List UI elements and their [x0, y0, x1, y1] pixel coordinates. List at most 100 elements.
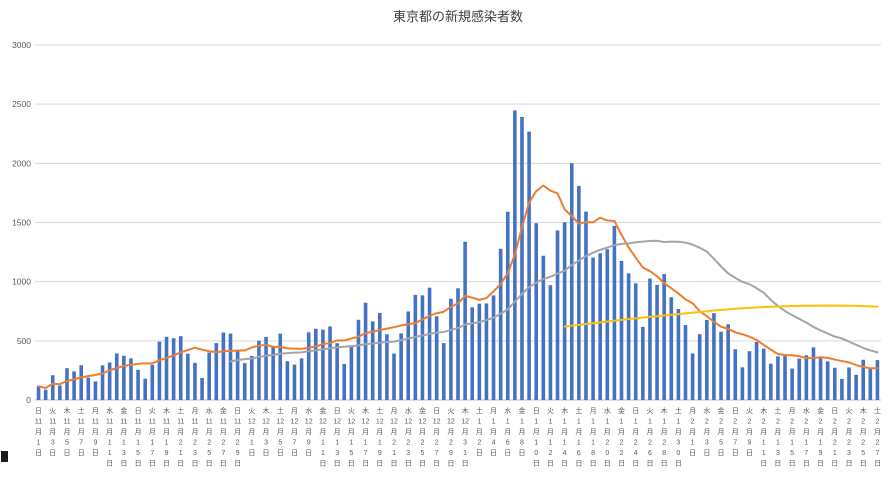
bar[interactable]	[72, 371, 76, 400]
x-tick-label[interactable]: 11	[163, 419, 170, 426]
bar[interactable]	[470, 307, 475, 400]
bar[interactable]	[569, 163, 574, 400]
bar[interactable]	[299, 358, 304, 400]
bar[interactable]	[456, 288, 460, 400]
x-tick-label[interactable]: 5	[421, 450, 425, 457]
bar[interactable]	[413, 294, 418, 400]
x-tick-label[interactable]: 6	[506, 440, 510, 447]
x-tick-label[interactable]: 月	[277, 428, 284, 436]
x-tick-label[interactable]: 月	[63, 428, 70, 436]
x-tick-label[interactable]: 土	[675, 406, 682, 415]
bar[interactable]	[776, 356, 780, 400]
x-tick-label[interactable]: 1	[534, 440, 538, 447]
bar[interactable]	[164, 336, 169, 400]
bar[interactable]	[484, 303, 489, 400]
x-tick-label[interactable]: 月	[590, 428, 597, 436]
bar[interactable]	[207, 352, 211, 400]
x-tick-label[interactable]: 8	[520, 440, 524, 447]
x-tick-label[interactable]: 日	[135, 407, 142, 415]
bar[interactable]	[505, 211, 510, 400]
x-tick-label[interactable]: 1	[591, 440, 595, 447]
bar[interactable]	[712, 313, 716, 400]
x-tick-label[interactable]: 1	[804, 440, 808, 447]
x-tick-label[interactable]: 11	[35, 419, 42, 426]
x-tick-label[interactable]: 月	[35, 428, 42, 436]
bar[interactable]	[584, 211, 588, 400]
x-tick-label[interactable]: 1	[776, 440, 780, 447]
x-tick-label[interactable]: 1	[605, 419, 609, 426]
x-tick-label[interactable]: 火	[547, 407, 554, 415]
bar[interactable]	[619, 260, 624, 400]
x-tick-label[interactable]: 月	[405, 428, 412, 436]
bar[interactable]	[86, 377, 91, 400]
x-tick-label[interactable]: 1	[321, 450, 325, 457]
x-tick-label[interactable]: 9	[378, 450, 382, 457]
x-tick-label[interactable]: 土	[277, 406, 284, 415]
x-tick-label[interactable]: 9	[819, 450, 823, 457]
x-tick-label[interactable]: 11	[120, 419, 127, 426]
bar[interactable]	[705, 320, 709, 400]
x-tick-label[interactable]: 木	[760, 406, 767, 415]
x-tick-label[interactable]: 7	[364, 450, 368, 457]
bar[interactable]	[797, 358, 802, 400]
x-tick-label[interactable]: 日	[405, 460, 412, 468]
x-tick-label[interactable]: 1	[648, 419, 652, 426]
x-tick-label[interactable]: 月	[831, 428, 838, 436]
bar-series[interactable]	[36, 110, 880, 401]
x-tick-label[interactable]: 3	[193, 450, 197, 457]
bar[interactable]	[129, 358, 133, 400]
x-tick-label[interactable]: 4	[492, 440, 496, 447]
bar[interactable]	[349, 345, 354, 400]
x-tick-label[interactable]: 1	[790, 440, 794, 447]
bar[interactable]	[875, 360, 880, 400]
x-tick-label[interactable]: 日	[391, 460, 398, 468]
x-tick-label[interactable]: 1	[378, 440, 382, 447]
x-tick-label[interactable]: 日	[234, 460, 241, 468]
y-tick-label[interactable]: 1000	[12, 277, 31, 287]
x-tick-label[interactable]: 5	[790, 450, 794, 457]
x-tick-label[interactable]: 金	[220, 406, 227, 415]
bar[interactable]	[150, 364, 155, 400]
x-tick-label[interactable]: 火	[447, 407, 454, 415]
x-tick-label[interactable]: 日	[35, 407, 42, 415]
x-tick-label[interactable]: 日	[263, 449, 270, 457]
x-tick-label[interactable]: 日	[689, 449, 696, 457]
x-tick-label[interactable]: 月	[689, 428, 696, 436]
bar[interactable]	[406, 311, 411, 400]
x-tick-label[interactable]: 金	[817, 406, 824, 415]
x-tick-label[interactable]: 日	[590, 460, 597, 468]
x-tick-label[interactable]: 月	[447, 428, 454, 436]
x-tick-label[interactable]: 日	[632, 407, 639, 415]
bar[interactable]	[157, 341, 162, 400]
x-tick-label[interactable]: 月	[234, 428, 241, 436]
x-tick-label[interactable]: 火	[149, 407, 156, 415]
x-tick-label[interactable]: 日	[504, 449, 511, 457]
x-tick-label[interactable]: 月	[732, 428, 739, 436]
bar[interactable]	[783, 356, 787, 400]
x-tick-label[interactable]: 水	[305, 406, 312, 415]
x-tick-label[interactable]: 1	[676, 419, 680, 426]
x-tick-label[interactable]: 月	[191, 407, 198, 415]
bar[interactable]	[825, 361, 830, 400]
x-tick-label[interactable]: 2	[861, 419, 865, 426]
bar[interactable]	[100, 365, 105, 400]
x-tick-label[interactable]: 火	[846, 407, 853, 415]
x-tick-label[interactable]: 月	[163, 428, 170, 436]
bar[interactable]	[43, 389, 48, 400]
x-tick-label[interactable]: 木	[661, 406, 668, 415]
x-tick-label[interactable]: 土	[78, 406, 85, 415]
x-tick-label[interactable]: 金	[718, 406, 725, 415]
x-tick-label[interactable]: 1	[477, 419, 481, 426]
bar[interactable]	[683, 325, 688, 400]
x-tick-label[interactable]: 月	[476, 428, 483, 436]
bar[interactable]	[669, 297, 674, 400]
x-tick-label[interactable]: 3	[406, 450, 410, 457]
x-tick-label[interactable]: 2	[705, 419, 709, 426]
bar[interactable]	[520, 116, 524, 401]
yellow-line[interactable]	[563, 304, 879, 328]
x-tick-label[interactable]: 月	[49, 428, 56, 436]
bar[interactable]	[690, 353, 695, 400]
x-tick-label[interactable]: 日	[291, 449, 298, 457]
x-tick-label[interactable]: 2	[790, 419, 794, 426]
